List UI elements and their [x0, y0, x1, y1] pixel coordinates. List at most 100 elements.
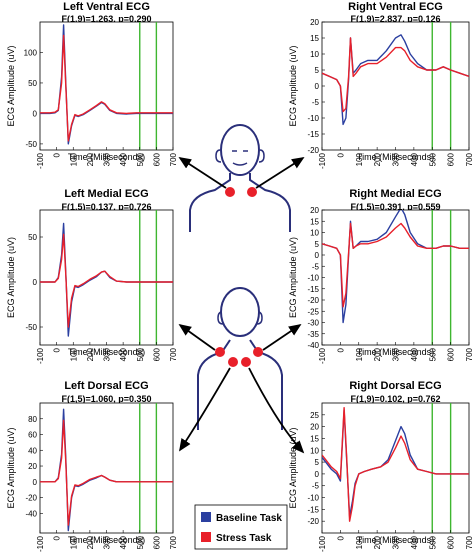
x-tick-label: 200: [373, 535, 382, 549]
y-tick-label: 0: [315, 470, 320, 479]
stress-series-line: [322, 37, 469, 113]
y-tick-label: -10: [307, 274, 319, 283]
x-tick-label: 300: [392, 535, 401, 549]
y-tick-label: -40: [307, 341, 319, 350]
chart-subtitle: F(1,5)=1.060, p=0.350: [61, 394, 151, 404]
chart-subtitle: F(1,9)=2.837, p=0.126: [350, 14, 440, 24]
y-tick-label: 25: [310, 411, 319, 420]
chart-subtitle: F(1,9)=1.263, p=0.290: [61, 14, 151, 24]
y-tick-label: -40: [25, 509, 37, 518]
y-tick-label: 20: [28, 462, 37, 471]
chart-title: Left Ventral ECG: [63, 1, 150, 13]
x-tick-label: 500: [136, 152, 145, 166]
left-dorsal-electrode: [228, 357, 238, 367]
stress-series-line: [40, 419, 173, 526]
y-tick-label: 80: [28, 415, 37, 424]
x-axis-label: Time (Milliseconds): [68, 535, 145, 545]
chart-title: Left Dorsal ECG: [64, 380, 148, 392]
y-tick-label: 20: [310, 206, 319, 215]
x-tick-label: 600: [447, 535, 456, 549]
x-tick-label: 100: [355, 347, 364, 361]
arrow-to-left-medial: [178, 323, 216, 351]
plot-area: [39, 21, 174, 151]
x-tick-label: 700: [169, 535, 178, 549]
chart-panel: Right Dorsal ECG F(1,9)=0.102, p=0.762 -20…: [288, 380, 474, 552]
x-tick-label: 200: [86, 347, 95, 361]
chart-title: Right Dorsal ECG: [349, 380, 441, 392]
y-tick-label: -50: [25, 323, 37, 332]
x-tick-label: 200: [373, 347, 382, 361]
stress-series-line: [322, 222, 469, 308]
stress-series-line: [40, 233, 173, 328]
chart-panel: Right Medial ECG F(1,5)=0.391, p=0.559 -40…: [288, 188, 474, 364]
y-tick-label: 0: [33, 109, 38, 118]
plot-area: [321, 209, 470, 346]
chart-panel: Left Dorsal ECG F(1,5)=1.060, p=0.350 -40 -…: [6, 380, 178, 552]
x-tick-label: 200: [86, 535, 95, 549]
chart-title: Left Medial ECG: [64, 188, 148, 200]
y-tick-label: 50: [28, 233, 37, 242]
x-tick-label: 500: [428, 152, 437, 166]
x-tick-label: 400: [410, 347, 419, 361]
y-tick-label: 5: [315, 240, 320, 249]
y-tick-label: -5: [312, 482, 320, 491]
arrow-to-left-dorsal: [179, 367, 231, 452]
y-tick-label: -30: [307, 319, 319, 328]
stress-swatch: [201, 532, 211, 542]
y-tick-label: 10: [310, 446, 319, 455]
y-tick-label: -20: [307, 517, 319, 526]
arrow-to-right-ventral: [255, 157, 305, 189]
x-tick-label: 300: [103, 347, 112, 361]
y-tick-label: -10: [307, 494, 319, 503]
x-tick-label: 600: [447, 152, 456, 166]
legend: Baseline Task Stress Task: [194, 504, 288, 550]
y-axis-label: ECG Amplitude (uV): [6, 237, 16, 318]
y-tick-label: -5: [312, 262, 320, 271]
y-tick-label: 0: [315, 82, 320, 91]
x-tick-label: 500: [136, 535, 145, 549]
x-tick-label: 400: [119, 535, 128, 549]
y-tick-label: -10: [307, 114, 319, 123]
x-tick-label: 0: [336, 535, 345, 540]
y-tick-label: 10: [310, 229, 319, 238]
x-tick-label: 700: [465, 152, 474, 166]
x-tick-label: 600: [152, 347, 161, 361]
y-tick-label: 20: [310, 423, 319, 432]
y-tick-label: 15: [310, 434, 319, 443]
plot-area: [39, 209, 174, 346]
baseline-swatch: [201, 512, 211, 522]
x-tick-label: 600: [152, 152, 161, 166]
x-tick-label: 700: [169, 347, 178, 361]
y-tick-label: -15: [307, 505, 319, 514]
right-medial-electrode: [253, 347, 263, 357]
chart-title: Right Ventral ECG: [348, 1, 443, 13]
x-tick-label: 600: [447, 347, 456, 361]
x-tick-label: 100: [69, 347, 78, 361]
x-tick-label: -100: [36, 152, 45, 169]
x-axis-label: Time (Milliseconds): [357, 152, 434, 162]
arrow-to-left-ventral: [178, 157, 227, 189]
y-tick-label: 0: [33, 278, 38, 287]
y-axis-label: ECG Amplitude (uV): [288, 45, 298, 126]
y-tick-label: -25: [307, 307, 319, 316]
y-tick-label: 5: [315, 458, 320, 467]
chart-panel: Left Medial ECG F(1,5)=0.137, p=0.726 -50 0…: [6, 188, 178, 364]
y-tick-label: -15: [307, 130, 319, 139]
y-tick-label: 0: [33, 478, 38, 487]
x-tick-label: 500: [428, 535, 437, 549]
y-tick-label: 15: [310, 34, 319, 43]
x-tick-label: 300: [103, 535, 112, 549]
y-tick-label: 15: [310, 217, 319, 226]
x-tick-label: 200: [373, 152, 382, 166]
x-tick-label: 700: [465, 535, 474, 549]
left-ventral-electrode: [225, 187, 235, 197]
y-tick-label: 50: [28, 79, 37, 88]
plot-area: [321, 21, 470, 151]
x-tick-label: -100: [36, 347, 45, 364]
y-tick-label: 5: [315, 66, 320, 75]
y-tick-label: -20: [307, 296, 319, 305]
y-tick-label: 40: [28, 446, 37, 455]
body-diagrams: [178, 124, 305, 454]
x-axis-label: Time (Milliseconds): [68, 347, 145, 357]
